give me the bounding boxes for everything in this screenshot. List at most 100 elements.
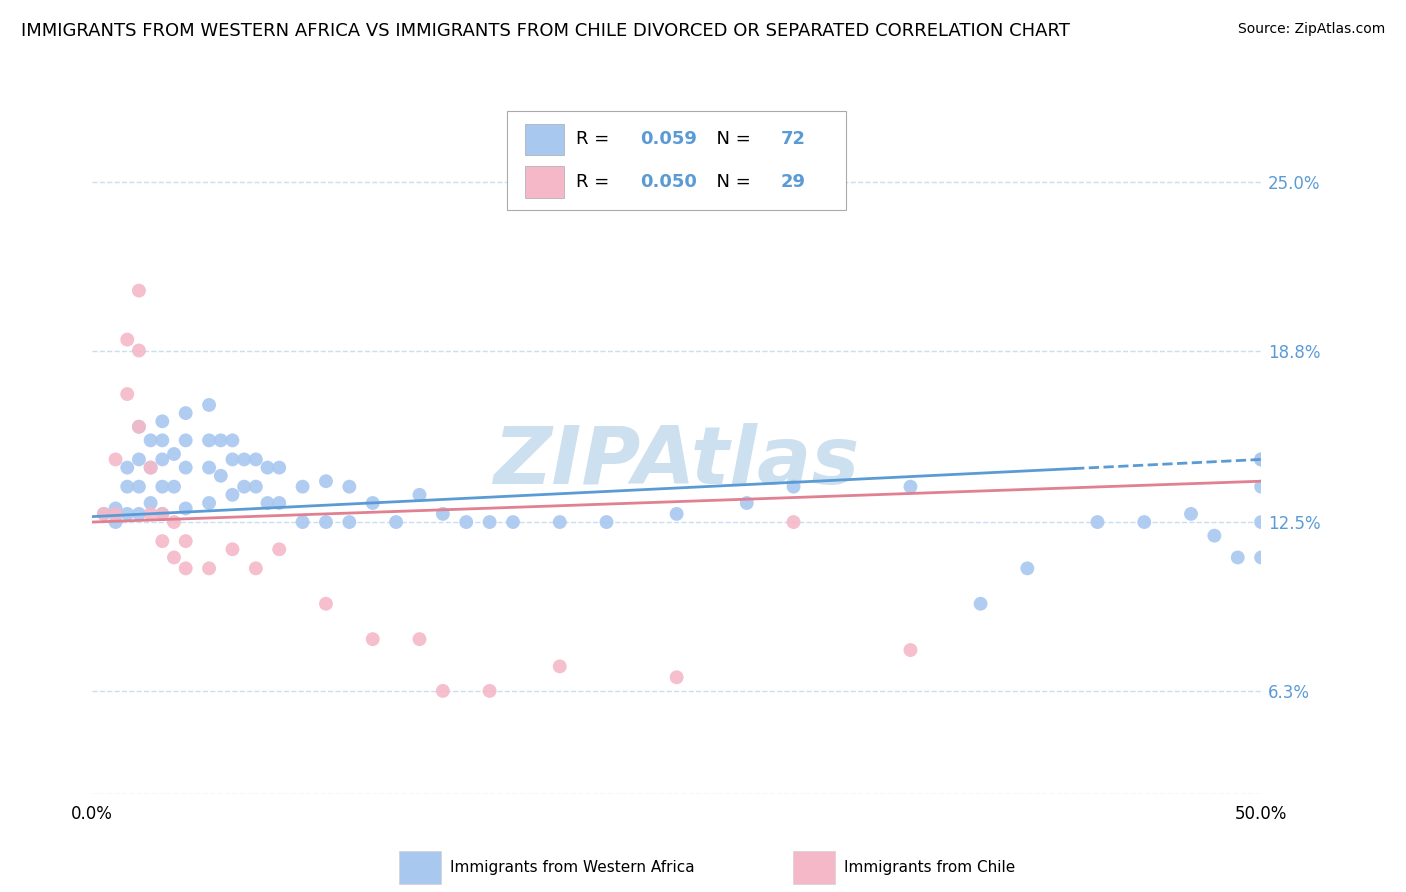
Point bbox=[735, 496, 758, 510]
Point bbox=[117, 460, 139, 475]
Point bbox=[93, 507, 115, 521]
Point bbox=[174, 561, 197, 575]
Point bbox=[128, 419, 150, 434]
Point bbox=[198, 398, 221, 412]
Point bbox=[163, 550, 186, 565]
Point bbox=[456, 515, 478, 529]
Point bbox=[665, 670, 688, 684]
Point bbox=[595, 515, 617, 529]
Point bbox=[209, 434, 232, 448]
Point bbox=[117, 333, 139, 347]
Point bbox=[104, 452, 127, 467]
Point bbox=[198, 460, 221, 475]
Point bbox=[150, 414, 173, 428]
Text: 29: 29 bbox=[780, 173, 806, 191]
Point bbox=[139, 460, 162, 475]
Point bbox=[128, 507, 150, 521]
Point bbox=[245, 561, 267, 575]
Point bbox=[128, 452, 150, 467]
Text: N =: N = bbox=[704, 173, 756, 191]
Point bbox=[128, 419, 150, 434]
Point bbox=[361, 632, 384, 647]
FancyBboxPatch shape bbox=[508, 112, 846, 211]
Point bbox=[408, 488, 430, 502]
Point bbox=[128, 284, 150, 298]
Point bbox=[163, 515, 186, 529]
Point bbox=[256, 460, 278, 475]
Point bbox=[1133, 515, 1156, 529]
Point bbox=[93, 507, 115, 521]
Point bbox=[315, 597, 337, 611]
Point bbox=[337, 515, 360, 529]
Point bbox=[408, 632, 430, 647]
Point bbox=[150, 480, 173, 494]
Point bbox=[150, 507, 173, 521]
Point bbox=[900, 643, 922, 657]
Point bbox=[174, 406, 197, 420]
Point bbox=[150, 507, 173, 521]
Point bbox=[198, 561, 221, 575]
Point bbox=[782, 480, 804, 494]
Point bbox=[139, 434, 162, 448]
Point bbox=[1204, 529, 1226, 543]
Point bbox=[150, 434, 173, 448]
Text: Immigrants from Western Africa: Immigrants from Western Africa bbox=[450, 860, 695, 874]
Point bbox=[117, 387, 139, 401]
Text: Immigrants from Chile: Immigrants from Chile bbox=[844, 860, 1015, 874]
Point bbox=[1250, 452, 1272, 467]
FancyBboxPatch shape bbox=[524, 124, 564, 155]
Point bbox=[269, 496, 291, 510]
Text: 72: 72 bbox=[780, 130, 806, 148]
Point bbox=[1087, 515, 1109, 529]
Point bbox=[548, 659, 571, 673]
Point bbox=[432, 684, 454, 698]
Point bbox=[104, 501, 127, 516]
Point bbox=[150, 534, 173, 549]
Text: Source: ZipAtlas.com: Source: ZipAtlas.com bbox=[1237, 22, 1385, 37]
Point bbox=[315, 515, 337, 529]
Point bbox=[163, 447, 186, 461]
Point bbox=[174, 501, 197, 516]
Point bbox=[128, 480, 150, 494]
Point bbox=[1180, 507, 1202, 521]
Point bbox=[1250, 515, 1272, 529]
Point bbox=[269, 542, 291, 557]
Text: R =: R = bbox=[576, 130, 614, 148]
Text: R =: R = bbox=[576, 173, 614, 191]
Point bbox=[221, 434, 243, 448]
Point bbox=[245, 480, 267, 494]
Text: 0.050: 0.050 bbox=[640, 173, 697, 191]
Point bbox=[1250, 480, 1272, 494]
Point bbox=[291, 515, 314, 529]
Point bbox=[198, 434, 221, 448]
Point bbox=[478, 515, 501, 529]
Point bbox=[209, 468, 232, 483]
Point bbox=[548, 515, 571, 529]
Point bbox=[1250, 452, 1272, 467]
Point bbox=[1226, 550, 1249, 565]
Point bbox=[233, 480, 256, 494]
Point bbox=[502, 515, 524, 529]
Point bbox=[315, 474, 337, 488]
Point bbox=[163, 480, 186, 494]
Point bbox=[900, 480, 922, 494]
Point bbox=[139, 460, 162, 475]
Point bbox=[478, 684, 501, 698]
Point bbox=[221, 542, 243, 557]
Text: 0.059: 0.059 bbox=[640, 130, 697, 148]
FancyBboxPatch shape bbox=[524, 167, 564, 197]
Point bbox=[128, 343, 150, 358]
Point bbox=[361, 496, 384, 510]
Point bbox=[1250, 550, 1272, 565]
Point bbox=[269, 460, 291, 475]
Point bbox=[117, 507, 139, 521]
Text: IMMIGRANTS FROM WESTERN AFRICA VS IMMIGRANTS FROM CHILE DIVORCED OR SEPARATED CO: IMMIGRANTS FROM WESTERN AFRICA VS IMMIGR… bbox=[21, 22, 1070, 40]
Point bbox=[1017, 561, 1039, 575]
Point bbox=[291, 480, 314, 494]
Point bbox=[432, 507, 454, 521]
Point bbox=[337, 480, 360, 494]
Point bbox=[256, 496, 278, 510]
Point bbox=[221, 488, 243, 502]
Point bbox=[174, 534, 197, 549]
Point bbox=[104, 507, 127, 521]
